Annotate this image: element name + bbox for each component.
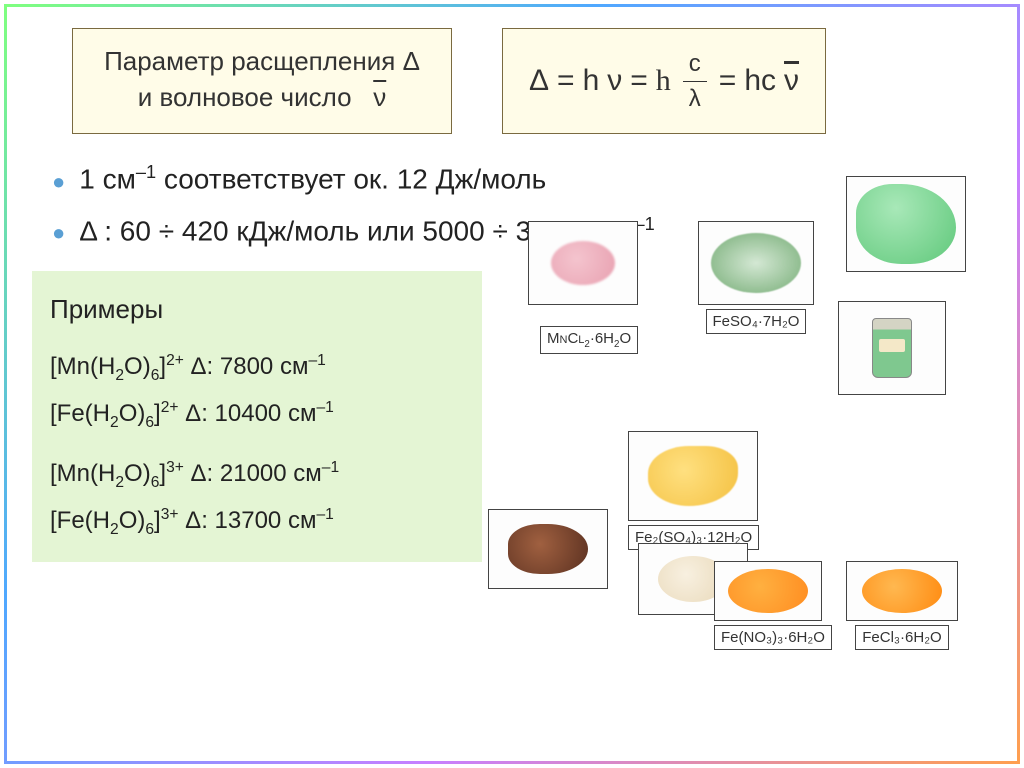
samples-area: FeSO₄·7H₂O MnCl2·6H2O Fe₂(SO₄)₃·12H₂O Fe… — [498, 271, 992, 691]
examples-box: Примеры [Mn(H2O)6]2+ Δ: 7800 см–1 [Fe(H2… — [32, 271, 482, 562]
bullet-marker-icon: ● — [52, 222, 65, 244]
bullet-marker-icon: ● — [52, 171, 65, 193]
slide-content: Параметр расщепления Δ и волновое число … — [0, 0, 1024, 768]
example-row: [Mn(H2O)6]3+ Δ: 21000 см–1 — [50, 451, 464, 497]
example-row: [Mn(H2O)6]2+ Δ: 7800 см–1 — [50, 344, 464, 390]
title-line1: Параметр расщепления Δ — [95, 43, 429, 79]
header-row: Параметр расщепления Δ и волновое число … — [72, 28, 992, 134]
sample-fecl3: FeCl₃·6H₂O — [846, 561, 958, 650]
sample-feso4-green — [846, 176, 966, 272]
sample-feso4-label: FeSO₄·7H₂O — [698, 221, 814, 334]
sample-brown — [488, 509, 608, 589]
sample-jar — [838, 301, 946, 395]
lower-section: Примеры [Mn(H2O)6]2+ Δ: 7800 см–1 [Fe(H2… — [32, 271, 992, 691]
sample-fe2so4: Fe₂(SO₄)₃·12H₂O — [628, 431, 759, 550]
fraction: c λ — [683, 47, 707, 115]
sample-mncl2: MnCl2·6H2O — [540, 326, 638, 354]
title-line2: и волновое число ν — [95, 79, 429, 115]
title-box: Параметр расщепления Δ и волновое число … — [72, 28, 452, 134]
bullet-1-text: 1 см–1 соответствует ок. 12 Дж/моль — [79, 162, 546, 195]
example-row: [Fe(H2O)6]3+ Δ: 13700 см–1 — [50, 498, 464, 544]
sample-feno3: Fe(NO₃)₃·6H₂O — [714, 561, 832, 650]
formula-box: Δ = hν = h c λ = hcν — [502, 28, 826, 134]
example-row: [Fe(H2O)6]2+ Δ: 10400 см–1 — [50, 391, 464, 437]
examples-title: Примеры — [50, 285, 464, 334]
sample-pink — [528, 221, 638, 305]
